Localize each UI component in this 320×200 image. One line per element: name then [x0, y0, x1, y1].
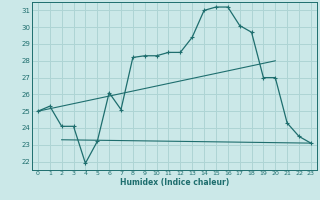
X-axis label: Humidex (Indice chaleur): Humidex (Indice chaleur) — [120, 178, 229, 187]
